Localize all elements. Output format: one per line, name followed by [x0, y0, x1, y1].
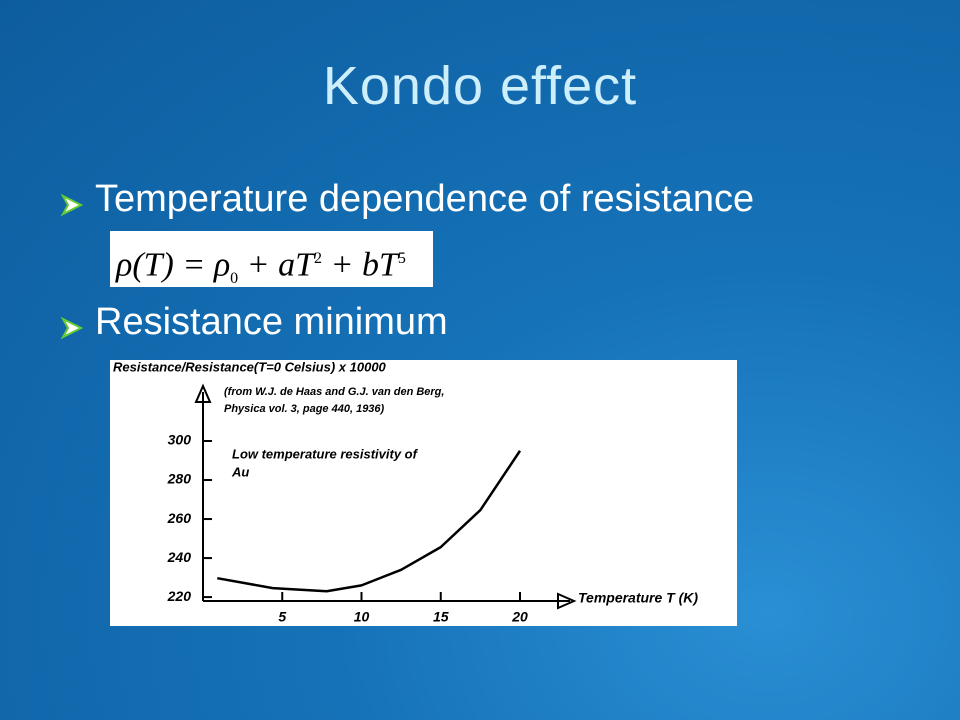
- y-axis-label: Resistance/Resistance(T=0 Celsius) x 100…: [113, 359, 387, 374]
- x-axis-arrow: [557, 592, 577, 610]
- x-tick-label: 5: [278, 609, 286, 625]
- x-axis-label: Temperature T (K): [578, 590, 698, 606]
- annotation: (from W.J. de Haas and G.J. van den Berg…: [224, 386, 444, 398]
- annotation: Physica vol. 3, page 440, 1936): [224, 403, 385, 415]
- bullet-text: Resistance minimum: [95, 301, 448, 343]
- slide-title: Kondo effect: [322, 56, 638, 116]
- formula: ρ(T) = ρ0 + aT2 + bT5: [110, 231, 433, 287]
- annotation: Low temperature resistivity of: [232, 446, 419, 461]
- x-tick-label: 15: [433, 609, 449, 625]
- formula-sup: 2: [314, 250, 322, 267]
- y-tick-label: 280: [167, 471, 192, 487]
- formula-part: + bT: [322, 246, 398, 284]
- bullet-arrow: [60, 193, 84, 217]
- annotation: Au: [231, 464, 249, 479]
- formula-sub: 0: [230, 270, 239, 288]
- formula-part: ρ(T) = ρ: [116, 246, 231, 284]
- y-tick-label: 220: [167, 588, 192, 604]
- formula-part: + aT: [238, 246, 314, 284]
- formula-sup: 5: [397, 250, 406, 267]
- bullet-arrow: [60, 316, 84, 340]
- x-tick-label: 10: [354, 609, 370, 625]
- y-tick-label: 300: [168, 432, 192, 448]
- curve: [217, 450, 522, 593]
- y-tick-label: 260: [167, 510, 192, 526]
- x-tick-label: 20: [511, 609, 528, 625]
- y-tick-label: 240: [167, 549, 192, 565]
- chart-background: [110, 360, 737, 626]
- bullet-text: Temperature dependence of resistance: [95, 178, 755, 220]
- y-axis-arrow: [194, 383, 212, 403]
